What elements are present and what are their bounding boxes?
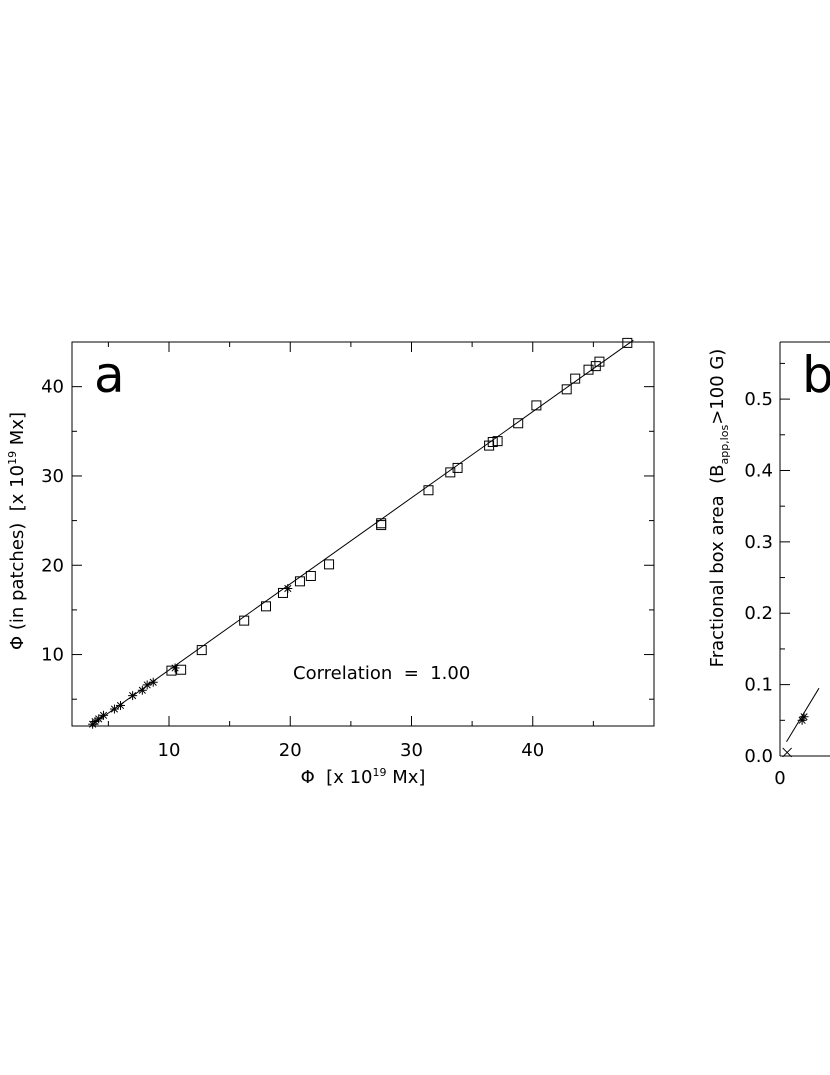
panel-a-y-tick-label: 40 — [41, 377, 64, 398]
panel-b-y-axis-label: Fractional box area (Bapp,los>100 G) — [707, 349, 731, 668]
panel-a-x-tick-labels: 10 20 30 40 — [158, 740, 545, 761]
panel-a-y-axis-label-unit: Mx] — [7, 412, 28, 451]
panel-a-annotation: Correlation = 1.00 — [293, 663, 470, 684]
panel-a-point-square — [277, 587, 288, 598]
panel-a-point-square — [176, 664, 187, 675]
panel-b-y-tick-label: 0.2 — [744, 603, 773, 624]
panel-b-y-tick-labels: 0.0 0.1 0.2 0.3 0.4 0.5 — [744, 389, 773, 767]
panel-b-y-ticks — [780, 362, 790, 721]
panel-a-x-tick-label: 10 — [158, 740, 181, 761]
panel-a-x-axis-label: Φ [x 1019 Mx] — [301, 766, 426, 788]
panel-a-point-square — [561, 384, 572, 395]
panel-a-point-square — [570, 373, 581, 384]
panel-b-y-tick-label: 0.1 — [744, 675, 773, 696]
panel-a-point-square — [531, 400, 542, 411]
panel-a-point-square — [166, 665, 177, 676]
panel-a-y-axis-label: Φ (in patches) [x 1019 Mx] — [6, 412, 28, 650]
panel-a-x-axis-label-exponent: 19 — [372, 766, 386, 779]
panel-a-fit-line — [89, 339, 634, 727]
panel-a-point-asterisk — [99, 710, 109, 720]
panel-a-point-asterisk — [94, 714, 104, 724]
panel-b-y-axis-label-main: Fractional box area (B — [707, 465, 728, 668]
panel-a-x-tick-label: 20 — [279, 740, 302, 761]
panel-a-point-square — [583, 364, 594, 375]
panel-a-x-axis-label-unit: Mx] — [386, 767, 425, 788]
panel-b-y-tick-label: 0.3 — [744, 532, 773, 553]
panel-a-x-tick-label: 40 — [521, 740, 544, 761]
panel-a-x-tick-label: 30 — [400, 740, 423, 761]
panel-a-point-asterisk — [128, 691, 138, 701]
panel-b-letter: b — [802, 346, 830, 404]
panel-a-letter: a — [94, 346, 125, 404]
panel-a-x-axis-label-main: Φ [x 10 — [301, 767, 373, 788]
panel-a: 10 20 30 40 10 20 30 40 a Correlation = 1.00 Φ… — [6, 337, 655, 788]
panel-a-point-asterisk — [148, 677, 158, 687]
panel-b-y-tick-label: 0.0 — [744, 746, 773, 767]
panel-a-y-tick-labels: 10 20 30 40 — [41, 377, 64, 666]
panel-a-point-square — [376, 518, 387, 529]
panel-b: 0.0 0.1 0.2 0.3 0.4 0.5 0 b Fractional box ar… — [707, 341, 830, 789]
panel-a-point-asterisk — [109, 704, 119, 714]
panel-a-point-square — [423, 485, 434, 496]
panel-a-y-axis-label-main: Φ (in patches) [x 10 — [7, 465, 28, 650]
panel-a-point-square — [294, 576, 305, 587]
panel-b-x-tick-label-0: 0 — [774, 768, 785, 789]
panel-a-point-square — [239, 615, 250, 626]
panel-a-point-square — [324, 559, 335, 570]
panel-a-y-tick-label: 10 — [41, 645, 64, 666]
panel-a-y-tick-label: 30 — [41, 466, 64, 487]
panel-a-point-asterisk — [90, 717, 100, 727]
panel-b-point-x — [782, 747, 793, 758]
panel-a-plot-frame — [71, 341, 655, 727]
panel-a-x-ticks — [107, 342, 655, 726]
panel-a-point-square — [513, 418, 524, 429]
panel-a-point-square — [594, 356, 605, 367]
panel-b-y-tick-label: 0.4 — [744, 460, 773, 481]
panel-a-y-tick-label: 20 — [41, 555, 64, 576]
panel-b-point-asterisk — [799, 712, 809, 722]
panel-b-y-axis-label-subscript: app,los — [718, 425, 731, 465]
panel-a-point-square — [622, 337, 633, 348]
panel-a-point-square — [492, 436, 503, 447]
panel-a-point-square — [305, 570, 316, 581]
panel-a-point-square — [261, 601, 271, 612]
panel-a-point-square — [452, 462, 463, 473]
panel-a-y-axis-label-exponent: 19 — [6, 451, 19, 465]
panel-a-point-square — [196, 645, 207, 656]
panel-b-y-tick-label: 0.5 — [744, 389, 773, 410]
panel-b-y-axis-label-threshold: >100 G) — [707, 349, 728, 425]
panel-b-data-points — [782, 712, 809, 758]
panel-a-data-points — [88, 337, 633, 729]
panel-a-point-asterisk — [116, 700, 125, 710]
panel-a-y-ticks — [72, 341, 654, 700]
